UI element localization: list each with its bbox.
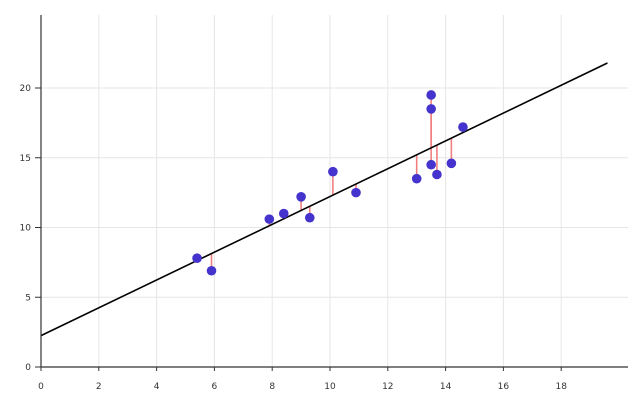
y-tick-label: 20 [20, 84, 32, 94]
regression-line [40, 62, 608, 337]
data-point [411, 173, 422, 184]
data-point [446, 158, 457, 169]
data-point [432, 169, 442, 180]
x-tick-label: 18 [555, 382, 567, 392]
x-tick-label: 4 [154, 382, 160, 392]
data-point [304, 212, 315, 223]
data-point [426, 90, 436, 100]
data-point [426, 104, 436, 114]
data-point [264, 214, 275, 224]
x-tick-label: 2 [96, 382, 102, 392]
x-tick-label: 6 [212, 382, 218, 392]
x-tick-label: 16 [498, 382, 510, 392]
grid [41, 15, 628, 367]
regression-line-layer [40, 62, 608, 337]
data-point [458, 122, 468, 132]
data-point [328, 166, 338, 177]
data-point [351, 187, 361, 198]
data-point [206, 265, 217, 276]
y-tick-label: 5 [25, 293, 31, 303]
x-tick-label: 14 [440, 382, 452, 392]
x-tick-label: 8 [269, 382, 275, 392]
y-tick-label: 10 [20, 224, 32, 234]
y-tick-label: 0 [25, 363, 31, 373]
data-points [192, 90, 468, 276]
data-point [192, 253, 202, 263]
x-tick-label: 12 [382, 382, 393, 392]
data-point [296, 192, 306, 202]
axes: 0 2 4 6 8 10 12 14 16 18 0 5 10 15 20 [20, 15, 628, 392]
data-point [426, 159, 436, 170]
data-point [278, 208, 289, 219]
x-tick-label: 10 [324, 382, 336, 392]
x-tick-label: 0 [38, 382, 44, 392]
y-tick-label: 15 [20, 154, 31, 164]
